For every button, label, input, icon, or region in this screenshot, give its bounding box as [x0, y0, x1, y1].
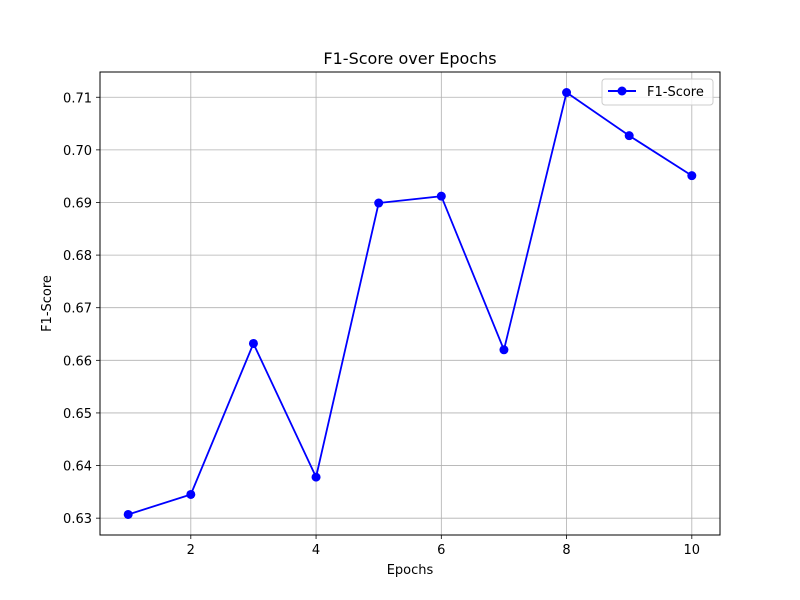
x-axis-label: Epochs: [387, 563, 434, 578]
data-point: [624, 131, 634, 141]
y-tick-label: 0.69: [63, 196, 92, 211]
grid-lines: [100, 72, 720, 535]
chart-title: F1-Score over Epochs: [323, 49, 496, 68]
y-tick-label: 0.66: [63, 354, 92, 369]
data-point: [311, 472, 321, 482]
plot-frame: [99, 71, 721, 536]
y-tick-label: 0.65: [63, 407, 92, 422]
data-point: [248, 338, 258, 348]
data-point: [562, 88, 572, 98]
series-line-f1-score: [127, 91, 693, 516]
y-axis-label: F1-Score: [40, 275, 55, 332]
data-point: [374, 198, 384, 208]
data-point: [499, 345, 509, 355]
y-tick-label: 0.67: [63, 302, 92, 317]
y-tick-label: 0.70: [63, 144, 92, 159]
legend-entry-f1-score: F1-Score: [647, 85, 704, 100]
data-point: [436, 191, 446, 201]
y-tick-label: 0.64: [63, 460, 92, 475]
y-tick-label: 0.63: [63, 512, 92, 527]
axis-ticks: 2 4 6 8 10 0.63 0.64 0.65 0.66 0.67 0.68 0.69 0.70 0.…: [63, 91, 700, 558]
series-layer: [123, 88, 697, 519]
y-tick-label: 0.68: [63, 249, 92, 264]
data-point: [186, 489, 196, 499]
legend-marker-swatch: [617, 86, 627, 96]
x-tick-label: 10: [684, 543, 701, 558]
legend: F1-Score: [601, 78, 714, 106]
legend-box: [601, 78, 714, 106]
x-tick-label: 6: [437, 543, 445, 558]
data-point: [687, 171, 697, 181]
x-tick-label: 4: [312, 543, 320, 558]
data-point: [123, 509, 133, 519]
x-tick-label: 8: [562, 543, 570, 558]
y-tick-label: 0.71: [63, 91, 92, 106]
x-tick-label: 2: [187, 543, 195, 558]
